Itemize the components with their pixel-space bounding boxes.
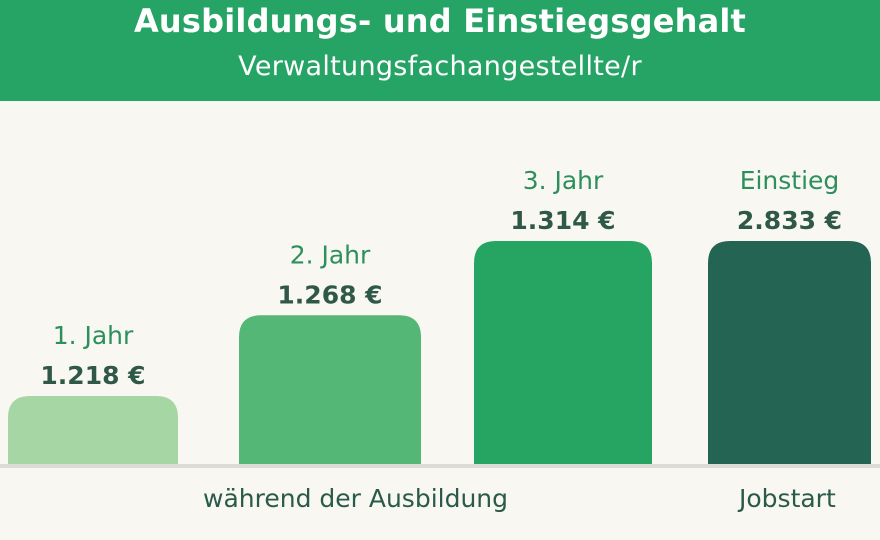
bar-category-label-2: 2. Jahr [290, 240, 371, 269]
bar-category-label-3: 3. Jahr [523, 166, 604, 195]
chart-subtitle: Verwaltungsfachangestellte/r [238, 51, 642, 82]
header-banner: Ausbildungs- und Einstiegsgehalt Verwalt… [0, 0, 880, 101]
bar-2 [239, 315, 421, 466]
bar-category-label-1: 1. Jahr [53, 321, 134, 350]
group-label-training: während der Ausbildung [203, 484, 509, 513]
bar-value-label-3: 1.314 € [510, 206, 615, 235]
bar-3 [474, 241, 652, 466]
bar-4 [708, 241, 871, 466]
bar-1 [8, 396, 178, 466]
group-label-jobstart: Jobstart [739, 484, 836, 513]
bar-value-label-1: 1.218 € [40, 361, 145, 390]
bars-layer: 1. Jahr 1.218 € 2. Jahr 1.268 € 3. Jahr 1.314… [8, 166, 871, 466]
chart-title: Ausbildungs- und Einstiegsgehalt [133, 2, 747, 40]
bar-value-label-2: 1.268 € [277, 280, 382, 309]
bar-value-label-4: 2.833 € [737, 206, 842, 235]
bar-category-label-4: Einstieg [740, 166, 840, 195]
